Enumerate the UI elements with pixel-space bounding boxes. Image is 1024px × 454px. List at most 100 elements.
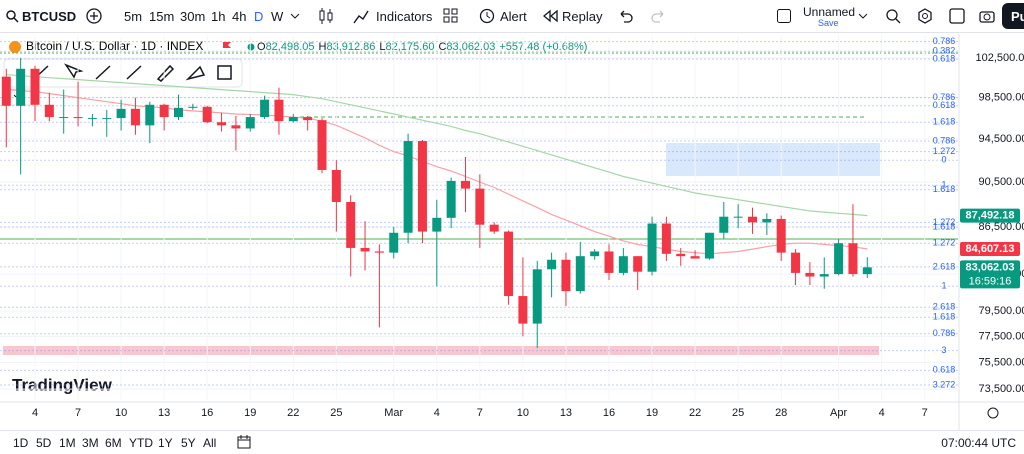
- x-tick-label: Mar: [384, 407, 403, 419]
- x-tick-label: 22: [689, 407, 701, 419]
- countdown-label: 16:59:16: [969, 275, 1012, 287]
- flag-icon[interactable]: [223, 42, 231, 48]
- replay-icon[interactable]: [541, 7, 559, 25]
- publish-button[interactable]: [1002, 3, 1024, 29]
- range-button[interactable]: 1D: [13, 436, 29, 450]
- cursor-icon[interactable]: [64, 63, 84, 79]
- search-icon[interactable]: [4, 8, 20, 24]
- quick-search-icon[interactable]: [884, 7, 902, 25]
- extended-line-icon[interactable]: [126, 65, 142, 80]
- market-status: [247, 43, 255, 51]
- level-label: 0.618: [933, 365, 956, 375]
- candle-body: [690, 256, 700, 259]
- add-symbol-icon[interactable]: [85, 7, 103, 25]
- candle-body: [130, 108, 140, 126]
- layout-checkbox[interactable]: [776, 8, 792, 24]
- indicators-icon[interactable]: [352, 7, 370, 25]
- publish-label[interactable]: Pu: [1011, 9, 1024, 24]
- range-button[interactable]: 1Y: [158, 436, 173, 450]
- candle-body: [188, 106, 198, 108]
- settings-icon[interactable]: [916, 7, 934, 25]
- candle-body: [704, 232, 714, 259]
- range-button[interactable]: 5D: [36, 436, 52, 450]
- rectangle-icon[interactable]: [217, 65, 232, 80]
- candle-body: [834, 243, 844, 275]
- candle-body: [475, 188, 485, 225]
- undo-icon[interactable]: [618, 8, 634, 24]
- candle-body: [748, 216, 757, 223]
- level-label: 1.272: [933, 217, 956, 227]
- symbol[interactable]: BTCUSD: [22, 9, 77, 24]
- candle-body: [403, 141, 413, 233]
- legend-key: H: [319, 41, 327, 53]
- chevron-icon[interactable]: [289, 10, 301, 22]
- x-tick-label: 25: [330, 407, 342, 419]
- indicators-button[interactable]: Indicators: [376, 9, 433, 24]
- candle-body: [288, 117, 298, 122]
- candle-body: [504, 231, 514, 297]
- candle-body: [791, 252, 801, 273]
- candle-body: [618, 256, 628, 273]
- legend-key: L: [379, 41, 385, 53]
- range-button[interactable]: 1M: [59, 436, 76, 450]
- interval[interactable]: 4h: [232, 9, 247, 24]
- range-button[interactable]: 6M: [105, 436, 122, 450]
- x-tick-label: 7: [477, 407, 483, 419]
- symbol-title: Bitcoin / U.S. Dollar · 1D · INDEX: [26, 39, 203, 53]
- candle-body: [87, 118, 97, 120]
- level-label: 0.382: [933, 46, 956, 56]
- brush-icon[interactable]: [156, 64, 175, 82]
- range-button[interactable]: All: [203, 436, 217, 450]
- interval[interactable]: 30m: [180, 9, 206, 24]
- candle-body: [116, 108, 126, 119]
- settings-icon[interactable]: [987, 407, 999, 419]
- candle-body: [44, 104, 54, 118]
- replay-button[interactable]: Replay: [562, 9, 603, 24]
- candle-body: [174, 107, 183, 118]
- chevron-icon[interactable]: [857, 10, 869, 22]
- snapshot-icon[interactable]: [978, 7, 996, 25]
- range-button[interactable]: 3M: [82, 436, 99, 450]
- fullscreen-icon[interactable]: [948, 7, 966, 25]
- x-tick-label: 4: [879, 407, 885, 419]
- date-range-icon[interactable]: [236, 434, 252, 450]
- y-tick-label: 86,500.00: [979, 221, 1024, 233]
- interval[interactable]: 1h: [211, 9, 226, 24]
- top-toolbar: BTCUSD 5m 15m 30m 1h 4h D W Indicators A…: [0, 0, 1024, 33]
- interval[interactable]: 15m: [149, 9, 175, 24]
- level-label: 1.272: [933, 238, 956, 248]
- price-label-box: [960, 242, 1020, 257]
- ray-icon[interactable]: [95, 65, 111, 80]
- y-tick-label: 77,500.00: [979, 330, 1024, 342]
- range-button[interactable]: YTD: [129, 436, 153, 450]
- candle-body: [303, 117, 313, 121]
- candle-body: [446, 180, 456, 218]
- candle-body: [661, 223, 671, 254]
- layout-name[interactable]: Unnamed: [803, 5, 856, 19]
- legend-value: 83,912.86: [326, 41, 375, 53]
- candle-body: [1, 76, 11, 106]
- y-tick-label: 90,500.00: [979, 176, 1024, 188]
- candle-body: [733, 216, 743, 218]
- alert-button[interactable]: Alert: [500, 9, 527, 24]
- level-label: 3: [941, 345, 946, 355]
- candle-body: [561, 259, 571, 292]
- interval-active[interactable]: D: [254, 9, 264, 24]
- x-tick-label: 13: [560, 407, 572, 419]
- range-button[interactable]: 5Y: [181, 436, 196, 450]
- alert-icon[interactable]: [478, 7, 496, 25]
- y-tick-label: 73,500.00: [979, 383, 1024, 395]
- candle-body: [317, 120, 327, 170]
- interval[interactable]: 5m: [124, 9, 143, 24]
- chart-type-icon[interactable]: [317, 6, 335, 26]
- candle-body: [30, 68, 40, 105]
- y-tick-label: 75,500.00: [979, 356, 1024, 368]
- interval[interactable]: W: [271, 9, 284, 24]
- candle-body: [633, 256, 643, 272]
- x-tick-label: 7: [922, 407, 928, 419]
- candle-body: [202, 106, 212, 123]
- chart: Bitcoin / U.S. Dollar · 1D · INDEX O82,4…: [0, 34, 1024, 430]
- templates-icon[interactable]: [442, 7, 460, 25]
- level-label: 0.786: [933, 36, 956, 46]
- highlighter-icon[interactable]: [185, 65, 206, 81]
